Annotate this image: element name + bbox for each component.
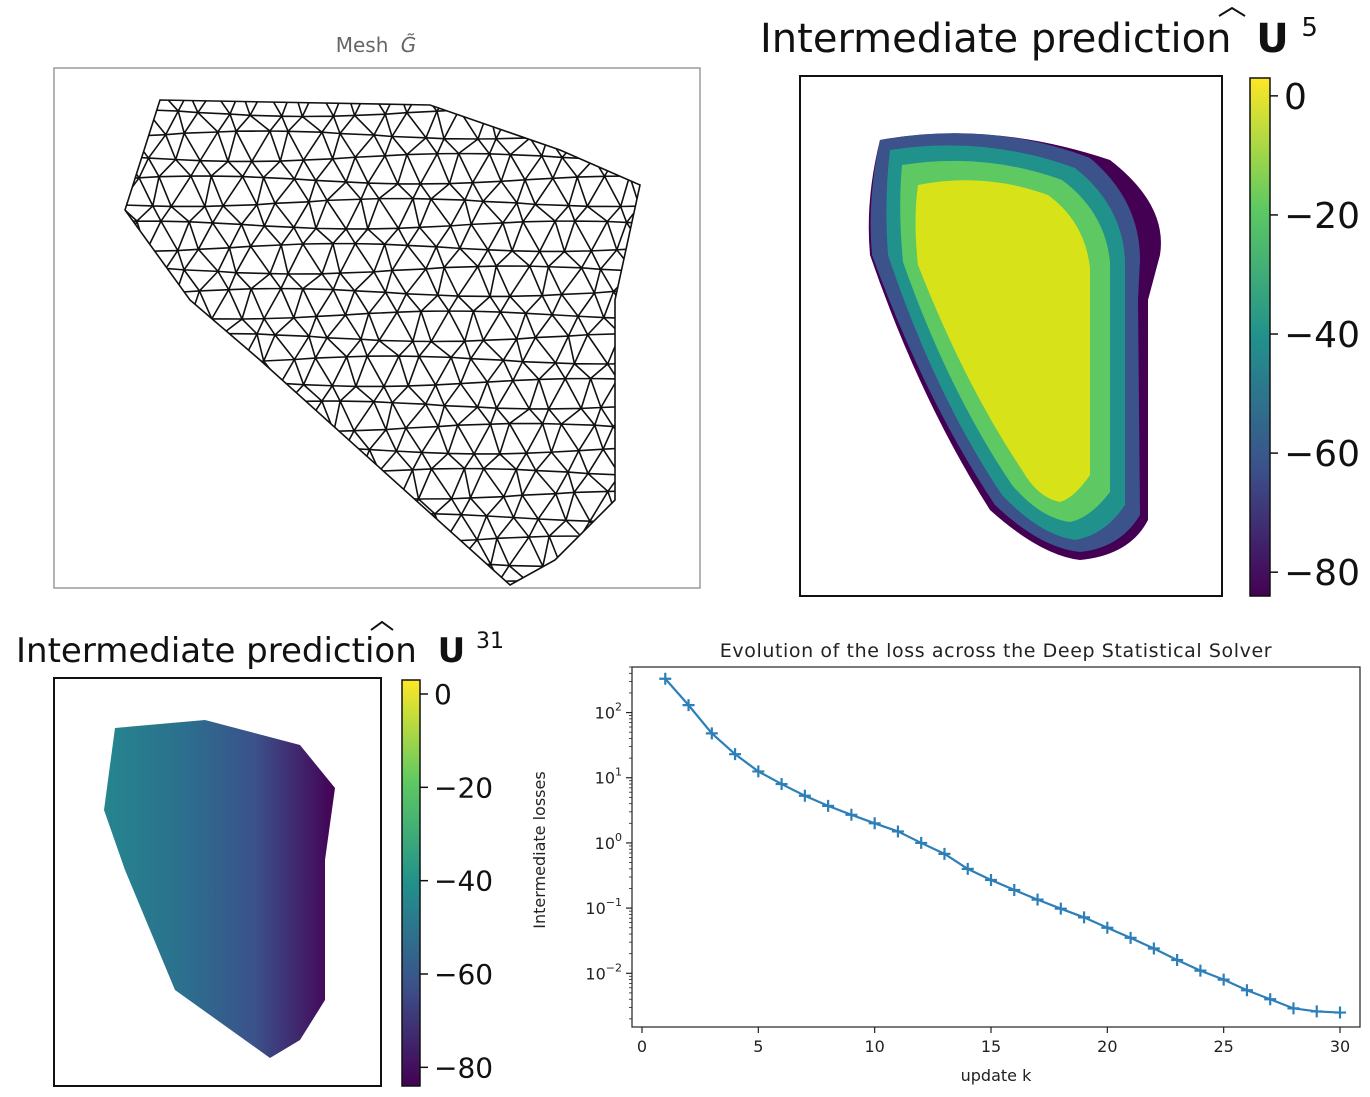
loss-point-marker bbox=[752, 765, 765, 778]
loss-point-marker bbox=[1124, 931, 1137, 944]
loss-point-marker bbox=[1287, 1002, 1300, 1015]
pred5-colorbar bbox=[1249, 77, 1271, 597]
pred5-colorbar-tick-label: 0 bbox=[1284, 77, 1307, 118]
loss-point-marker bbox=[1171, 953, 1184, 966]
loss-point-marker bbox=[659, 672, 672, 685]
loss-series-line bbox=[664, 678, 1341, 1014]
loss-x-tick-label: 5 bbox=[753, 1037, 763, 1056]
loss-x-tick-label: 0 bbox=[637, 1037, 647, 1056]
pred31-colorbar-tick-label: −60 bbox=[434, 958, 493, 991]
pred31-colorbar-tick-label: −80 bbox=[434, 1051, 493, 1084]
loss-point-marker bbox=[1078, 911, 1091, 924]
loss-point-marker bbox=[1101, 921, 1114, 934]
loss-point-marker bbox=[775, 778, 788, 791]
loss-x-tick-label: 20 bbox=[1097, 1037, 1117, 1056]
loss-y-tick-label: 10−1 bbox=[585, 896, 622, 918]
pred31-colorbar-tick-label: −20 bbox=[434, 771, 493, 804]
pred5-hat bbox=[1218, 6, 1246, 17]
loss-ylabel: Intermediate losses bbox=[530, 771, 549, 928]
pred5-colorbar-tick-label: −80 bbox=[1284, 553, 1360, 594]
loss-series-markers bbox=[659, 672, 1346, 1019]
loss-x-tick-label: 30 bbox=[1330, 1037, 1350, 1056]
loss-point-marker bbox=[1334, 1006, 1346, 1019]
loss-point-marker bbox=[891, 825, 904, 838]
loss-point-marker bbox=[938, 847, 951, 860]
loss-point-marker bbox=[961, 862, 974, 875]
loss-x-tick-label: 15 bbox=[981, 1037, 1001, 1056]
loss-point-marker bbox=[1194, 964, 1207, 977]
pred5-field bbox=[868, 133, 1161, 561]
loss-y-tick-label: 10−2 bbox=[585, 961, 622, 983]
loss-point-marker bbox=[1031, 893, 1044, 906]
pred5-panel: Intermediate prediction U 5 0 −20 −40 −60 −8… bbox=[760, 6, 1360, 597]
loss-point-marker bbox=[1054, 902, 1067, 915]
loss-point-marker bbox=[682, 699, 695, 712]
pred31-title: Intermediate prediction U 31 bbox=[16, 629, 504, 671]
loss-chart-title: Evolution of the loss across the Deep St… bbox=[720, 640, 1272, 662]
pred31-colorbar-tick-label: 0 bbox=[434, 678, 452, 711]
loss-point-marker bbox=[1310, 1005, 1323, 1018]
loss-x-ticks: 0 5 10 15 20 25 30 bbox=[637, 1027, 1350, 1056]
pred5-colorbar-ticks: 0 −20 −40 −60 −80 bbox=[1270, 77, 1360, 594]
pred5-colorbar-tick-label: −60 bbox=[1284, 434, 1360, 475]
loss-point-marker bbox=[729, 748, 742, 761]
mesh-panel: Mesh G̃ bbox=[53, 33, 701, 589]
pred31-colorbar-tick-label: −40 bbox=[434, 865, 493, 898]
loss-x-tick-label: 25 bbox=[1213, 1037, 1233, 1056]
loss-point-marker bbox=[845, 808, 858, 821]
pred5-title: Intermediate prediction U 5 bbox=[760, 13, 1318, 62]
loss-y-ticks: 102 101 100 10−1 10−2 bbox=[585, 666, 632, 1020]
mesh-outline bbox=[124, 99, 641, 586]
loss-x-tick-label: 10 bbox=[864, 1037, 884, 1056]
loss-point-marker bbox=[1240, 984, 1253, 997]
loss-point-marker bbox=[798, 789, 811, 802]
loss-xlabel: update k bbox=[961, 1066, 1032, 1085]
pred31-colorbar-ticks: 0 −20 −40 −60 −80 bbox=[420, 678, 493, 1084]
loss-point-marker bbox=[1008, 883, 1021, 896]
pred31-field bbox=[104, 720, 335, 1058]
loss-y-tick-label: 102 bbox=[595, 701, 622, 723]
loss-point-marker bbox=[822, 799, 835, 812]
loss-plot-frame bbox=[631, 666, 1361, 1028]
loss-y-tick-label: 100 bbox=[595, 831, 622, 853]
loss-point-marker bbox=[1217, 973, 1230, 986]
loss-point-marker bbox=[915, 836, 928, 849]
pred31-hat bbox=[370, 620, 394, 631]
pred5-colorbar-tick-label: −20 bbox=[1284, 196, 1360, 237]
pred31-colorbar bbox=[401, 679, 421, 1087]
loss-point-marker bbox=[1147, 942, 1160, 955]
loss-point-marker bbox=[705, 727, 718, 740]
loss-point-marker bbox=[985, 873, 997, 886]
pred5-colorbar-tick-label: −40 bbox=[1284, 315, 1360, 356]
mesh-frame bbox=[53, 67, 701, 589]
pred31-panel: Intermediate prediction U 31 0 −20 −40 −60 −… bbox=[16, 620, 504, 1087]
mesh-title: Mesh G̃ bbox=[336, 33, 417, 57]
loss-y-tick-label: 101 bbox=[595, 766, 622, 788]
loss-chart: Evolution of the loss across the Deep St… bbox=[530, 640, 1361, 1085]
loss-point-marker bbox=[1264, 993, 1277, 1006]
loss-point-marker bbox=[868, 817, 881, 830]
